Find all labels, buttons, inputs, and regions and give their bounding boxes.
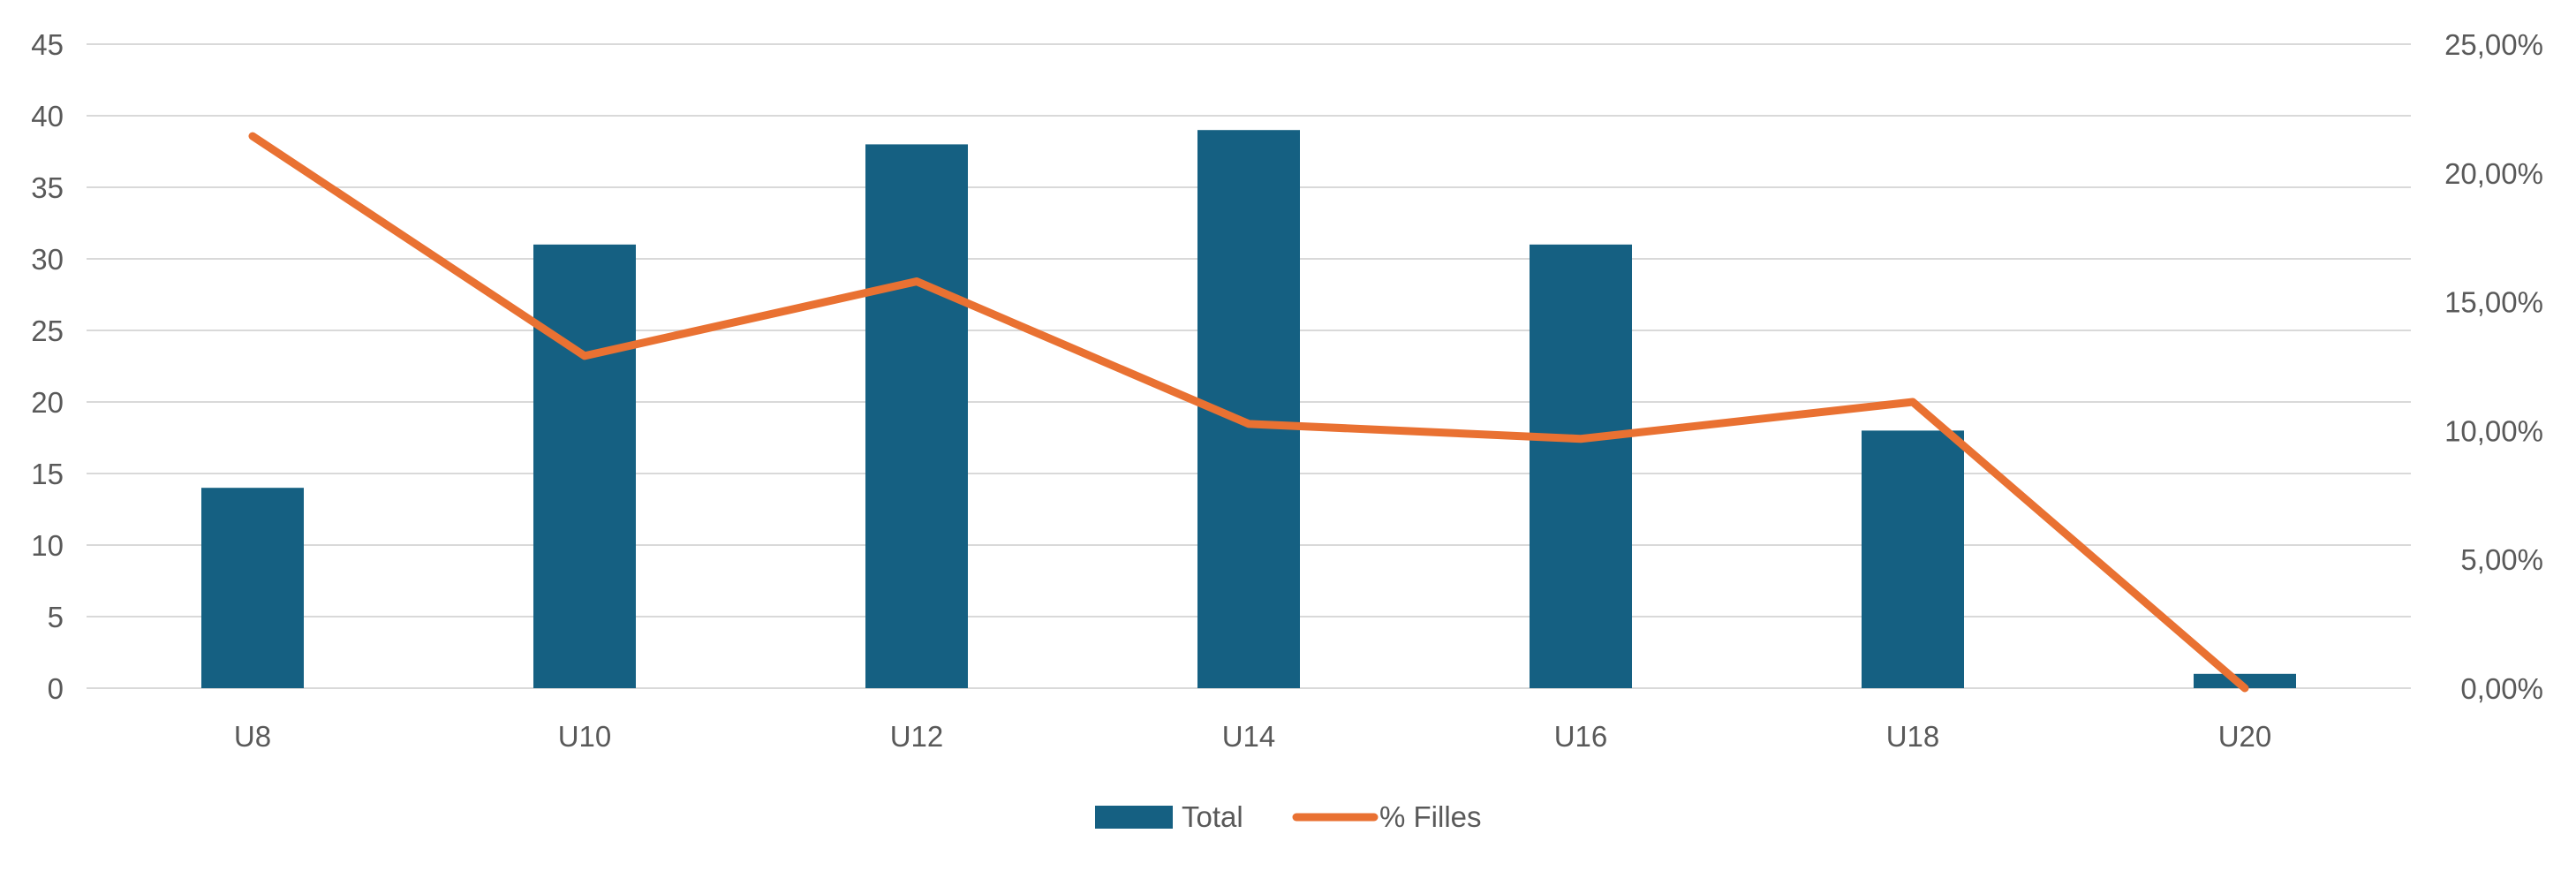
bar-U8 — [201, 488, 304, 688]
legend: Total % Filles — [1095, 800, 1482, 833]
bar-U16 — [1530, 245, 1632, 688]
left-tick-label: 35 — [31, 171, 64, 204]
left-axis-ticks: 0 5 10 15 20 25 30 35 40 45 — [31, 28, 64, 705]
left-tick-label: 45 — [31, 28, 64, 61]
legend-label-total: Total — [1182, 800, 1243, 833]
right-axis-ticks: 0,00% 5,00% 10,00% 15,00% 20,00% 25,00% — [2444, 28, 2543, 705]
x-tick-label: U10 — [558, 720, 612, 753]
bars — [201, 130, 2296, 688]
right-tick-label: 20,00% — [2444, 157, 2543, 190]
left-tick-label: 25 — [31, 314, 64, 347]
left-tick-label: 15 — [31, 458, 64, 490]
x-tick-label: U14 — [1222, 720, 1276, 753]
left-tick-label: 20 — [31, 386, 64, 419]
right-tick-label: 25,00% — [2444, 28, 2543, 61]
left-tick-label: 30 — [31, 243, 64, 276]
x-tick-label: U18 — [1886, 720, 1940, 753]
right-tick-label: 15,00% — [2444, 286, 2543, 319]
left-tick-label: 40 — [31, 100, 64, 133]
legend-label-pct-filles: % Filles — [1379, 800, 1482, 833]
x-tick-label: U16 — [1554, 720, 1608, 753]
right-tick-label: 5,00% — [2460, 543, 2543, 576]
right-tick-label: 0,00% — [2460, 672, 2543, 705]
left-tick-label: 10 — [31, 529, 64, 562]
x-axis-labels: U8 U10 U12 U14 U16 U18 U20 — [234, 720, 2271, 753]
left-tick-label: 0 — [48, 672, 64, 705]
x-tick-label: U20 — [2218, 720, 2272, 753]
legend-swatch-total — [1095, 806, 1173, 829]
right-tick-label: 10,00% — [2444, 414, 2543, 447]
bar-U18 — [1862, 430, 1964, 688]
left-tick-label: 5 — [48, 601, 64, 633]
x-tick-label: U12 — [890, 720, 944, 753]
bar-U12 — [865, 144, 968, 688]
x-tick-label: U8 — [234, 720, 271, 753]
bar-U10 — [533, 245, 636, 688]
